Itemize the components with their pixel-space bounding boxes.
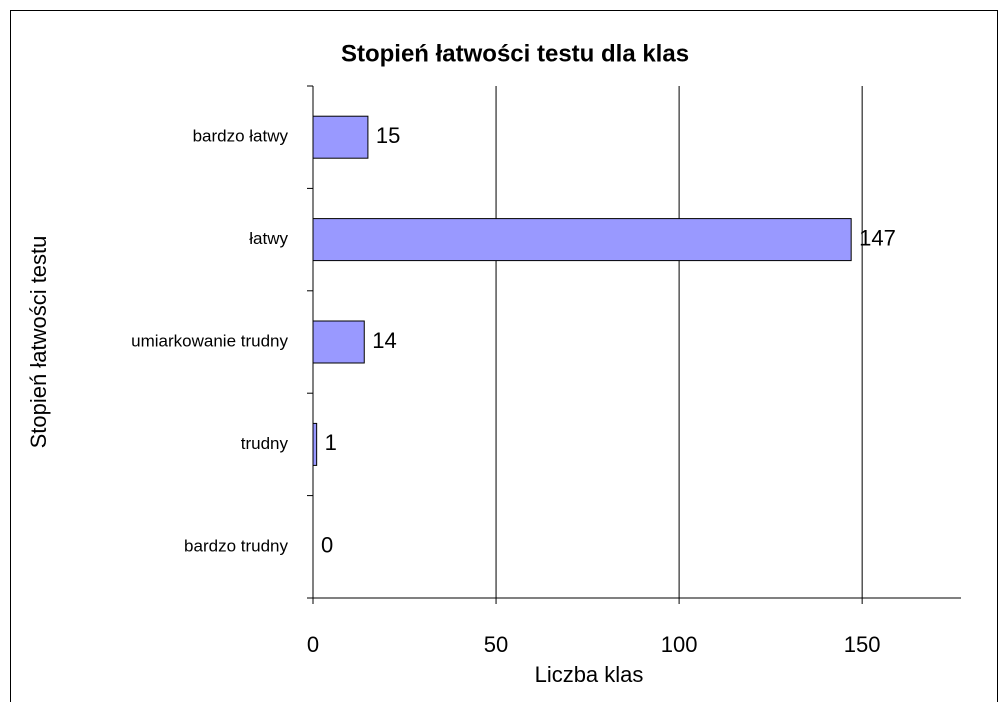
y-axis-label: Stopień łatwości testu <box>26 236 51 449</box>
value-label: 0 <box>321 533 333 558</box>
x-tick-label: 100 <box>661 632 698 657</box>
x-tick-label: 150 <box>844 632 881 657</box>
chart-title: Stopień łatwości testu dla klas <box>341 40 689 67</box>
bar <box>312 115 369 159</box>
y-tick-label: bardzo łatwy <box>193 127 289 146</box>
value-label: 14 <box>372 328 396 353</box>
bar <box>312 320 365 364</box>
x-axis-label: Liczba klas <box>535 662 644 687</box>
y-tick-label: łatwy <box>249 229 288 248</box>
value-label: 147 <box>859 225 896 250</box>
bar <box>312 218 852 262</box>
x-tick-label: 0 <box>307 632 319 657</box>
x-tick-label: 50 <box>484 632 508 657</box>
chart-frame <box>10 10 998 702</box>
y-tick-label: trudny <box>241 434 289 453</box>
y-tick-label: umiarkowanie trudny <box>131 331 288 350</box>
value-label: 1 <box>325 430 337 455</box>
value-label: 15 <box>376 123 400 148</box>
y-tick-label: bardzo trudny <box>184 536 288 555</box>
bar <box>312 422 318 466</box>
